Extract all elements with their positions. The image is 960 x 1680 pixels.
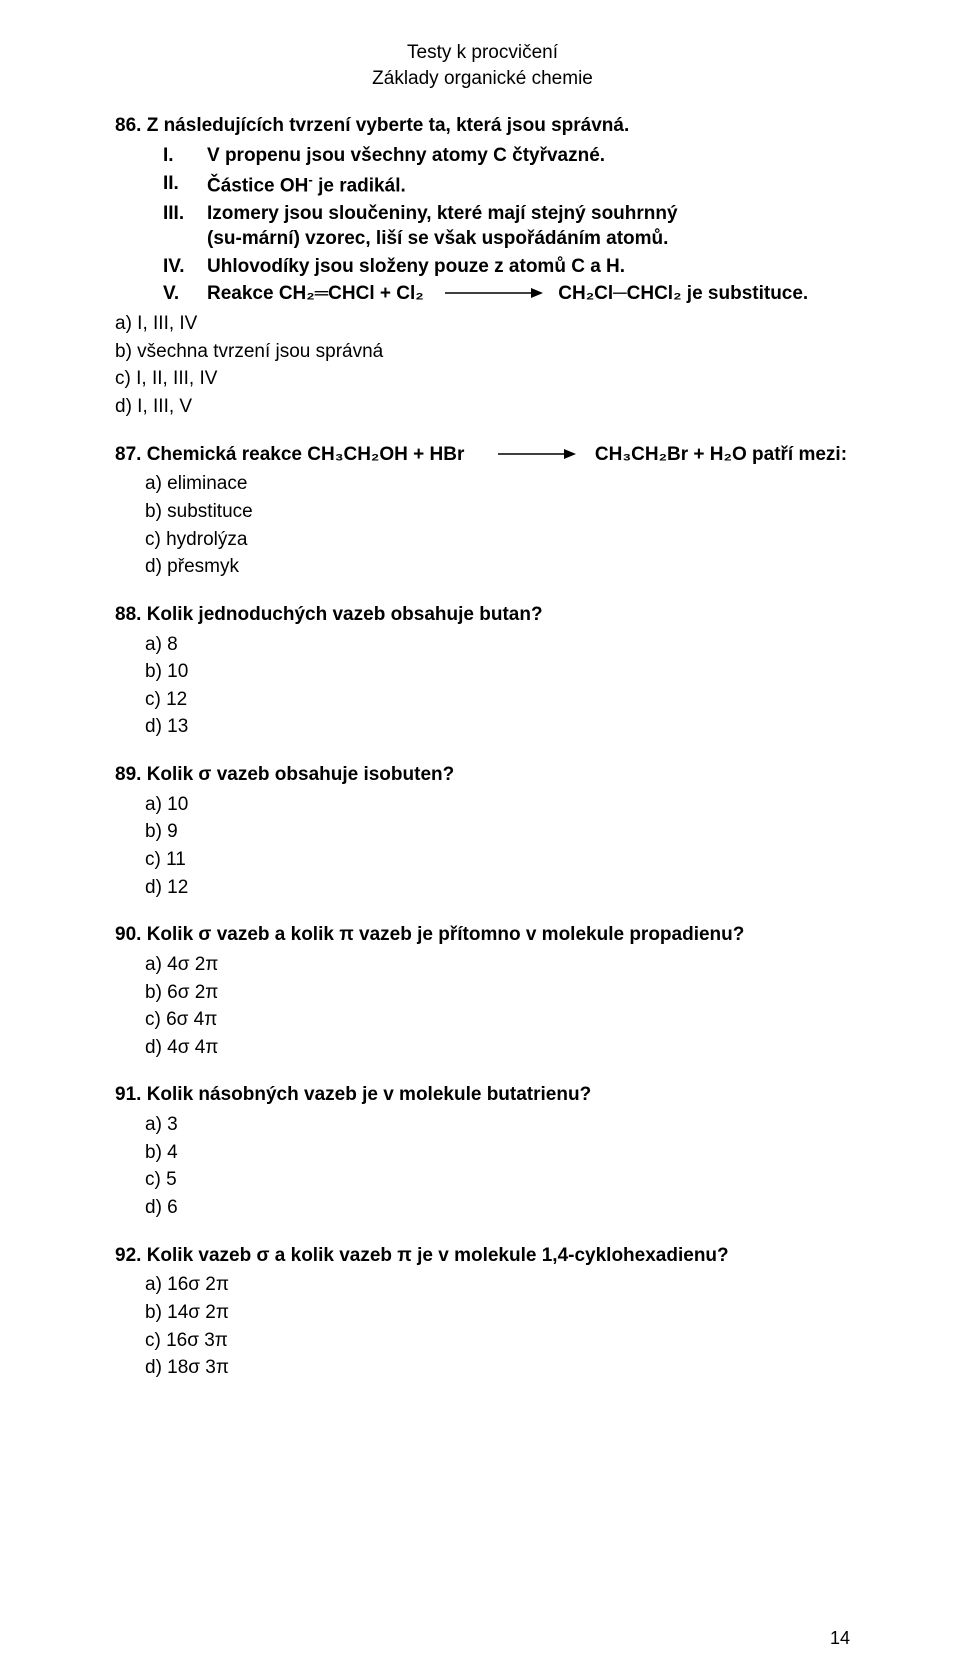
q86-v: Reakce CH₂═CHCl + Cl₂ CH₂Cl─CHCl₂ je sub… — [207, 281, 827, 307]
roman-iv: IV. — [163, 254, 207, 280]
q86-v-pre: Reakce CH₂═CHCl + Cl₂ — [207, 283, 424, 304]
q92-stem: 92. Kolik vazeb σ a kolik vazeb π je v m… — [115, 1243, 850, 1269]
roman-ii: II. — [163, 171, 207, 199]
q86-opt-c: c) I, II, III, IV — [115, 366, 850, 392]
q87-stem-pre: 87. Chemická reakce CH₃CH₂OH + HBr — [115, 444, 464, 465]
q92-opt-a: a) 16σ 2π — [145, 1272, 850, 1298]
q89-stem: 89. Kolik σ vazeb obsahuje isobuten? — [115, 762, 850, 788]
q92-options: a) 16σ 2π b) 14σ 2π c) 16σ 3π d) 18σ 3π — [145, 1272, 850, 1381]
q88-stem: 88. Kolik jednoduchých vazeb obsahuje bu… — [115, 602, 850, 628]
roman-i: I. — [163, 143, 207, 169]
q86-ii-pre: Částice OH — [207, 175, 308, 196]
q90-opt-c: c) 6σ 4π — [145, 1007, 850, 1033]
q92-opt-b: b) 14σ 2π — [145, 1300, 850, 1326]
q86-v-post: CH₂Cl─CHCl₂ je substituce. — [558, 283, 808, 304]
page-number: 14 — [830, 1626, 850, 1650]
q88-opt-a: a) 8 — [145, 632, 850, 658]
q88-opt-c: c) 12 — [145, 687, 850, 713]
q86-ii-post: je radikál. — [313, 175, 406, 196]
header-line1: Testy k procvičení — [115, 40, 850, 66]
q89-opt-b: b) 9 — [145, 819, 850, 845]
q92-opt-c: c) 16σ 3π — [145, 1328, 850, 1354]
q86-opt-a: a) I, III, IV — [115, 311, 850, 337]
q91-opt-a: a) 3 — [145, 1112, 850, 1138]
arrow-icon — [498, 448, 576, 460]
q86-options: a) I, III, IV b) všechna tvrzení jsou sp… — [115, 311, 850, 420]
q88-opt-b: b) 10 — [145, 659, 850, 685]
q89-opt-d: d) 12 — [145, 875, 850, 901]
roman-v: V. — [163, 281, 207, 307]
q90-opt-d: d) 4σ 4π — [145, 1035, 850, 1061]
q89-opt-a: a) 10 — [145, 792, 850, 818]
q87-opt-a: a) eliminace — [145, 471, 850, 497]
q91-stem: 91. Kolik násobných vazeb je v molekule … — [115, 1082, 850, 1108]
q89-options: a) 10 b) 9 c) 11 d) 12 — [145, 792, 850, 901]
q92-opt-d: d) 18σ 3π — [145, 1355, 850, 1381]
header-line2: Základy organické chemie — [115, 66, 850, 92]
q86-statements: I. V propenu jsou všechny atomy C čtyřva… — [163, 143, 850, 307]
q91-opt-b: b) 4 — [145, 1140, 850, 1166]
q90-opt-b: b) 6σ 2π — [145, 980, 850, 1006]
q86-stem: 86. Z následujících tvrzení vyberte ta, … — [115, 113, 850, 139]
q90-options: a) 4σ 2π b) 6σ 2π c) 6σ 4π d) 4σ 4π — [145, 952, 850, 1061]
q87-stem-post: CH₃CH₂Br + H₂O patří mezi: — [595, 444, 847, 465]
arrow-icon — [445, 287, 543, 299]
q91-options: a) 3 b) 4 c) 5 d) 6 — [145, 1112, 850, 1221]
q86-ii: Částice OH- je radikál. — [207, 171, 850, 199]
q87-stem: 87. Chemická reakce CH₃CH₂OH + HBr CH₃CH… — [115, 442, 850, 468]
q86-iii: Izomery jsou sloučeniny, které mají stej… — [207, 201, 717, 252]
q88-options: a) 8 b) 10 c) 12 d) 13 — [145, 632, 850, 741]
page-header: Testy k procvičení Základy organické che… — [115, 40, 850, 91]
q91-opt-d: d) 6 — [145, 1195, 850, 1221]
q87-opt-b: b) substituce — [145, 499, 850, 525]
q86-iv: Uhlovodíky jsou složeny pouze z atomů C … — [207, 254, 850, 280]
q86-opt-d: d) I, III, V — [115, 394, 850, 420]
q90-stem: 90. Kolik σ vazeb a kolik π vazeb je pří… — [115, 922, 850, 948]
q88-opt-d: d) 13 — [145, 714, 850, 740]
q87-opt-d: d) přesmyk — [145, 554, 850, 580]
q86-i: V propenu jsou všechny atomy C čtyřvazné… — [207, 143, 850, 169]
q87-options: a) eliminace b) substituce c) hydrolýza … — [145, 471, 850, 580]
roman-iii: III. — [163, 201, 207, 252]
q86-opt-b: b) všechna tvrzení jsou správná — [115, 339, 850, 365]
q91-opt-c: c) 5 — [145, 1167, 850, 1193]
q87-opt-c: c) hydrolýza — [145, 527, 850, 553]
q89-opt-c: c) 11 — [145, 847, 850, 873]
q90-opt-a: a) 4σ 2π — [145, 952, 850, 978]
